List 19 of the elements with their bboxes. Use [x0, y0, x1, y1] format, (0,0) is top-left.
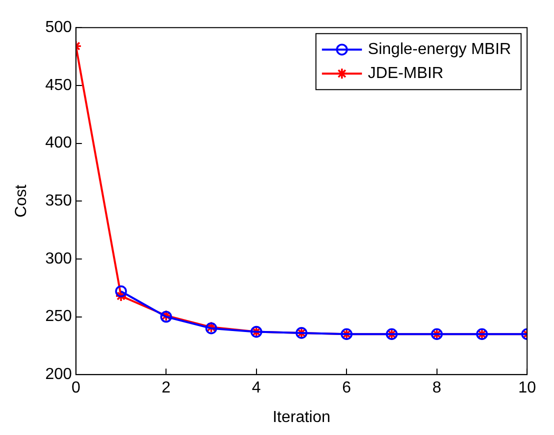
point — [115, 290, 127, 302]
x-tick-label: 0 — [71, 380, 80, 397]
y-tick-label: 500 — [45, 19, 72, 36]
x-tick-label: 4 — [252, 380, 261, 397]
legend-label: Single-energy MBIR — [368, 41, 512, 58]
legend-label: JDE-MBIR — [368, 65, 444, 82]
y-tick-label: 350 — [45, 192, 72, 210]
y-axis-title: Cost — [13, 184, 30, 218]
x-tick-label: 8 — [432, 380, 442, 397]
x-axis-title: Iteration — [272, 408, 330, 426]
y-tick-label: 400 — [45, 134, 72, 152]
x-tick-label: 6 — [342, 380, 352, 397]
y-tick-label: 300 — [45, 250, 72, 268]
point — [115, 285, 127, 298]
y-tick-label: 250 — [45, 308, 72, 326]
x-tick-label: 10 — [518, 380, 536, 397]
x-tick-label: 2 — [162, 380, 171, 397]
y-tick-label: 200 — [45, 366, 72, 384]
y-tick-label: 450 — [45, 76, 72, 94]
